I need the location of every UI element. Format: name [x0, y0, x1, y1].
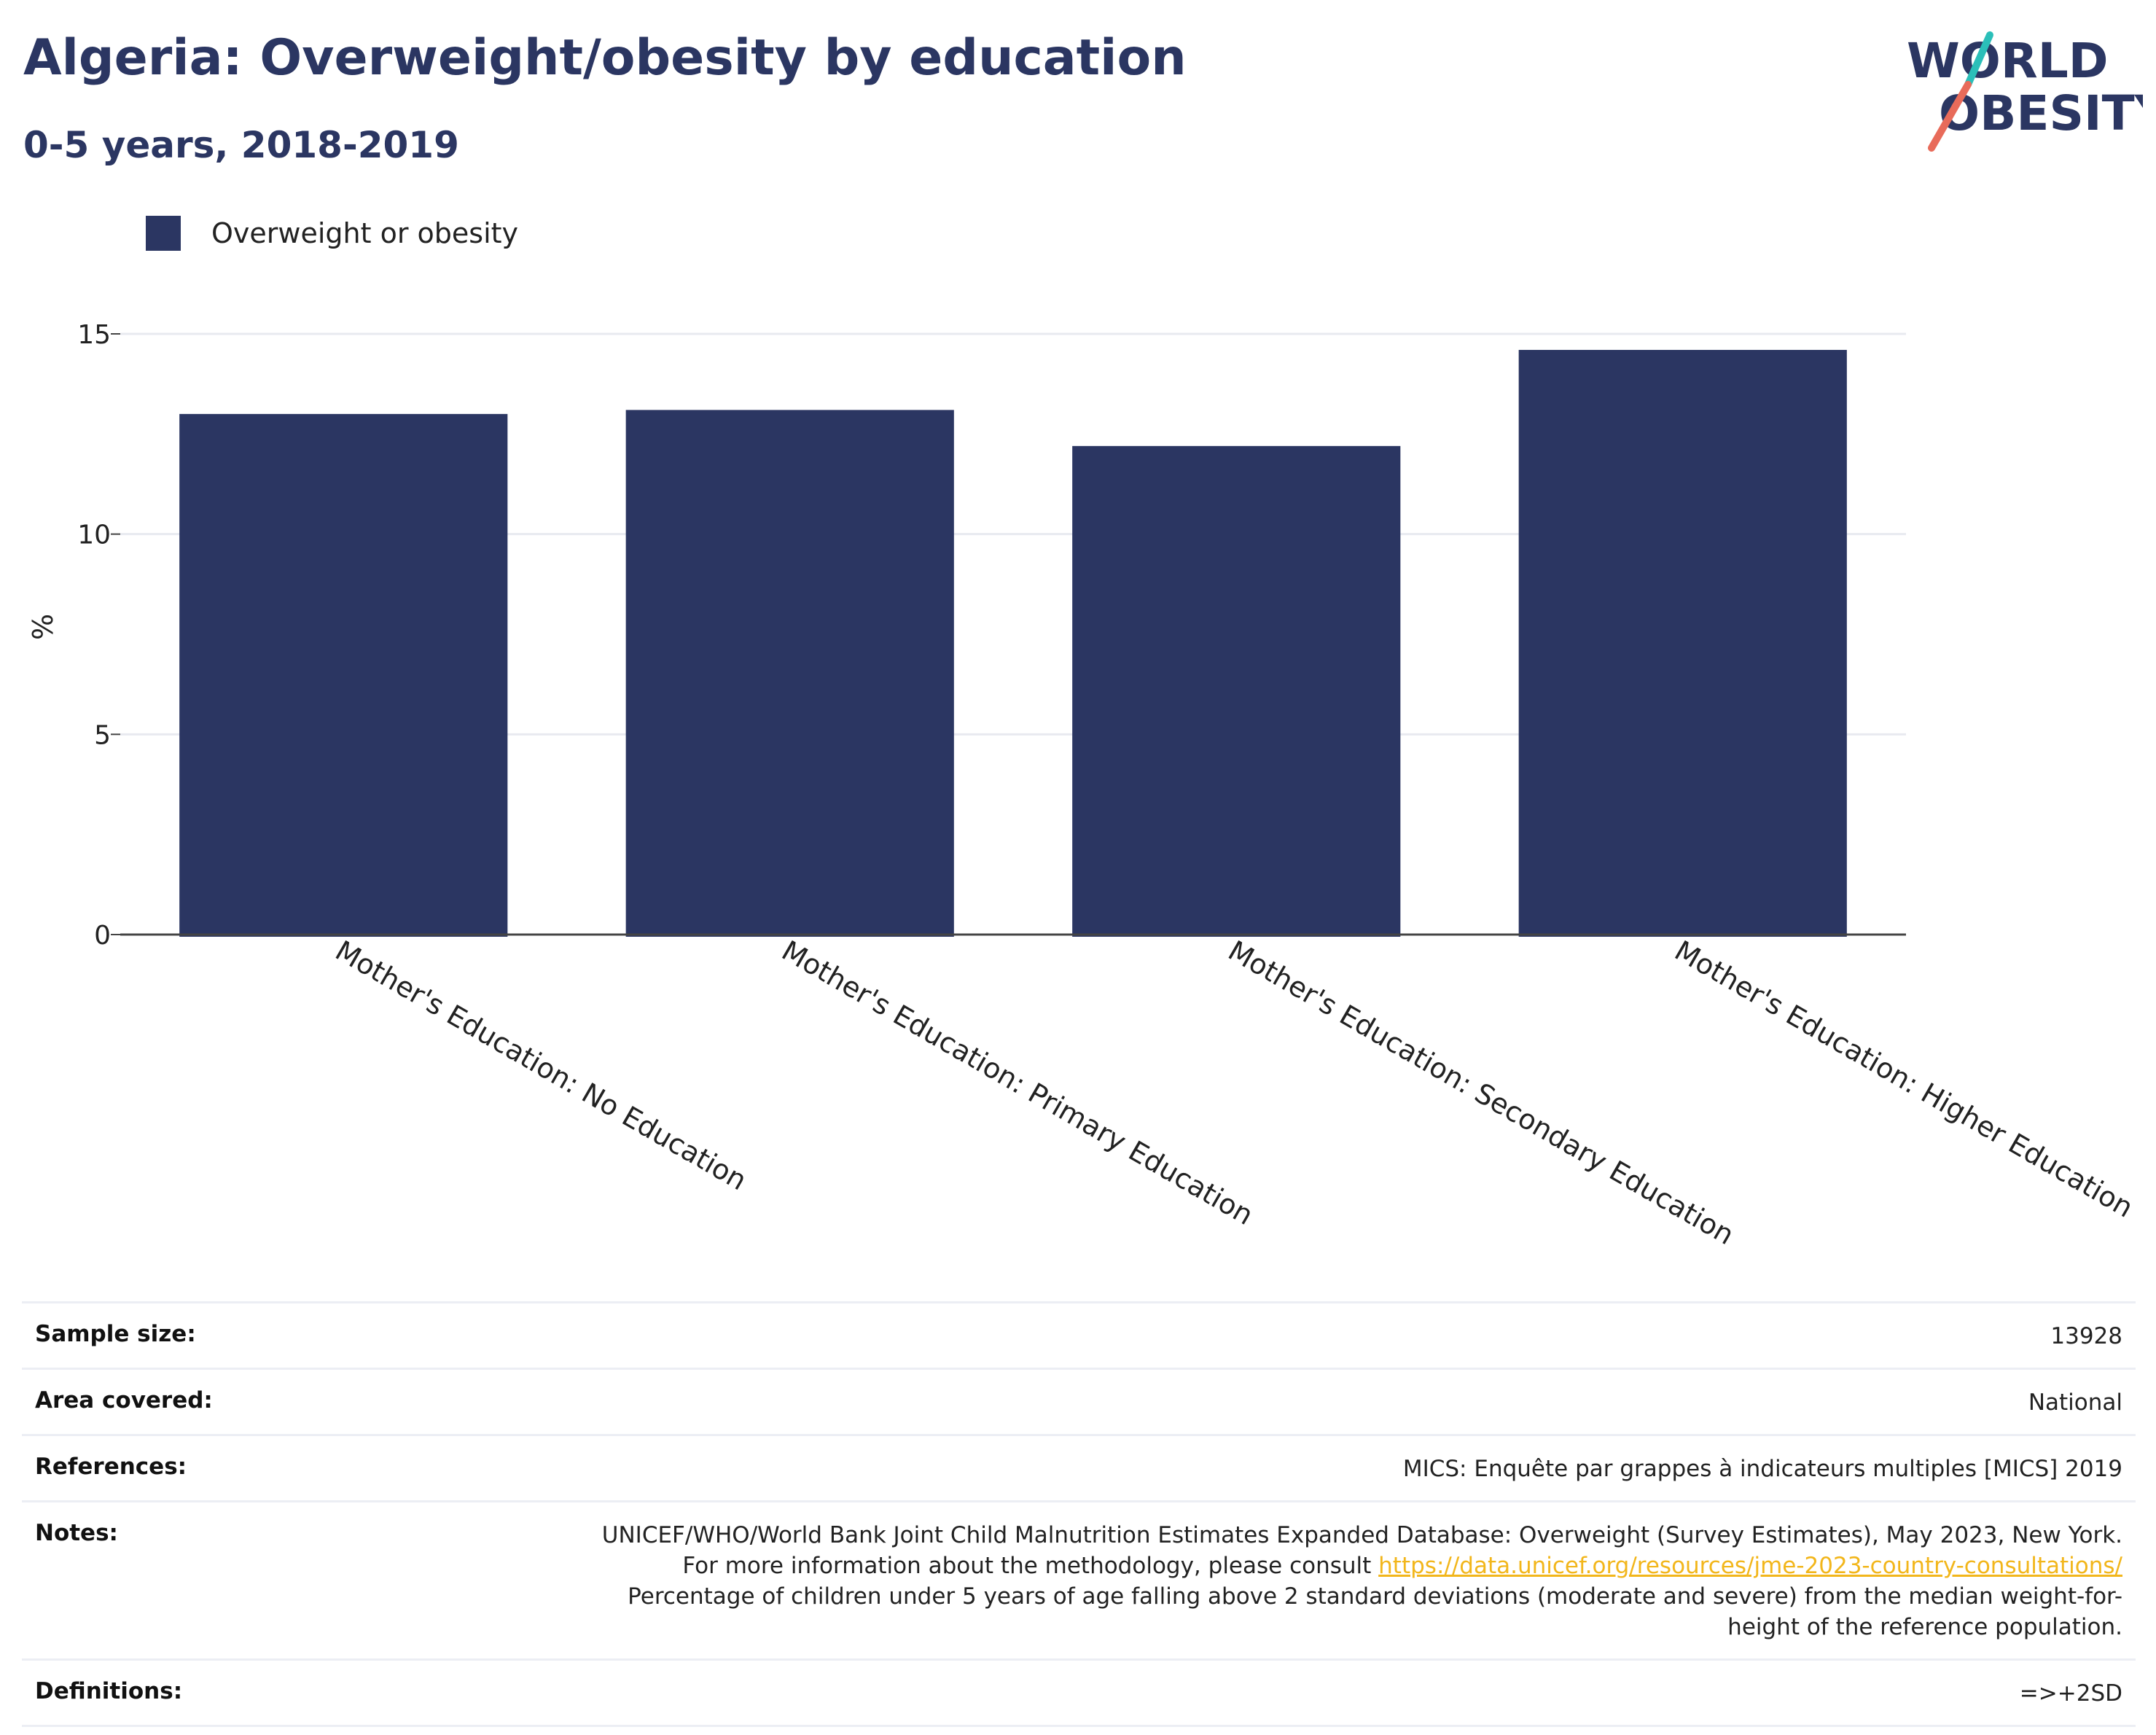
y-tick-label: 15 [77, 320, 111, 350]
chart-subtitle: 0-5 years, 2018-2019 [23, 124, 459, 166]
area-covered-label: Area covered: [35, 1387, 213, 1414]
legend-label: Overweight or obesity [211, 217, 519, 249]
info-row-references: References: MICS: Enquête par grappes à … [22, 1434, 2136, 1500]
y-tick-label: 5 [94, 720, 111, 750]
bar [1518, 349, 1847, 937]
sample-size-label: Sample size: [35, 1321, 196, 1347]
chart-legend: Overweight or obesity [146, 216, 518, 251]
methodology-link[interactable]: https://data.unicef.org/resources/jme-20… [1378, 1553, 2122, 1579]
references-label: References: [35, 1454, 187, 1480]
info-row-sample-size: Sample size: 13928 [22, 1301, 2136, 1368]
x-tick-label: Mother's Education: Primary Education [776, 935, 1259, 1231]
logo-line-obesity: OBESITY [1939, 85, 2143, 141]
notes-text-before-link: UNICEF/WHO/World Bank Joint Child Malnut… [601, 1522, 2122, 1579]
area-covered-value: National [2028, 1389, 2122, 1416]
chart-title: Algeria: Overweight/obesity by education [23, 29, 1187, 87]
logo-slash-top [1964, 31, 1993, 88]
info-row-area-covered: Area covered: National [22, 1368, 2136, 1434]
legend-swatch [146, 216, 181, 251]
definitions-value: =>+2SD [2019, 1680, 2122, 1707]
logo-slash-bottom [1928, 81, 1972, 152]
notes-text-after-link: Percentage of children under 5 years of … [628, 1583, 2122, 1640]
y-axis-label: % [27, 614, 59, 640]
world-obesity-logo: WORLD OBESITY [1907, 31, 2143, 152]
notes-value: UNICEF/WHO/World Bank Joint Child Malnut… [592, 1520, 2122, 1642]
bar [625, 410, 954, 937]
notes-label: Notes: [35, 1520, 118, 1546]
x-tick-label: Mother's Education: Higher Education [1669, 935, 2139, 1224]
sample-size-value: 13928 [2050, 1323, 2122, 1349]
references-value: MICS: Enquête par grappes à indicateurs … [1402, 1456, 2122, 1482]
x-tick-label: Mother's Education: No Education [330, 935, 752, 1197]
x-tick-label: Mother's Education: Secondary Education [1223, 935, 1740, 1252]
bar [1072, 445, 1401, 937]
bar [179, 413, 508, 937]
info-row-definitions: Definitions: =>+2SD [22, 1658, 2136, 1727]
y-tick-label: 10 [77, 520, 111, 550]
info-row-notes: Notes: UNICEF/WHO/World Bank Joint Child… [22, 1500, 2136, 1658]
info-table: Sample size: 13928 Area covered: Nationa… [22, 1301, 2136, 1727]
logo-line-world: WORLD [1907, 33, 2109, 89]
definitions-label: Definitions: [35, 1678, 183, 1704]
y-tick-label: 0 [94, 921, 111, 951]
